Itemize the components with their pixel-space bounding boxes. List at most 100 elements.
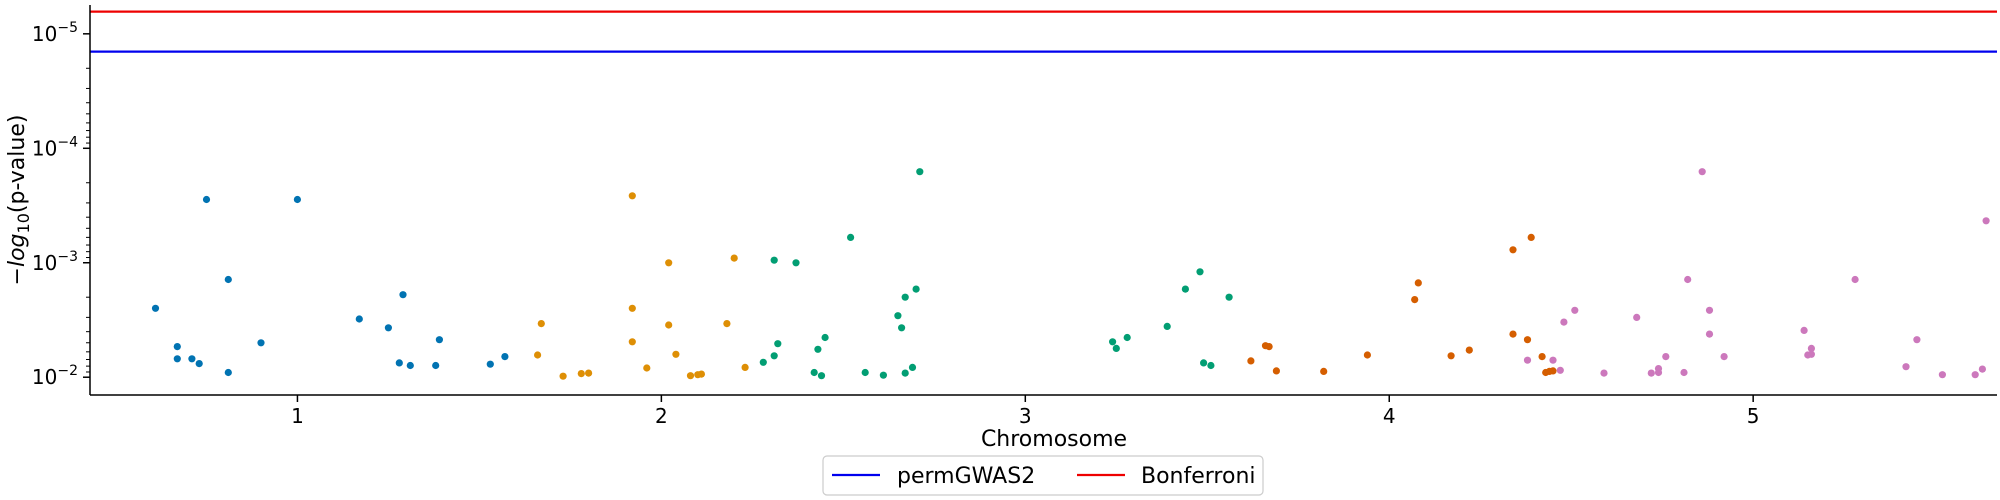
data-point [1109,338,1117,346]
x-tick-label: 3 [1019,404,1032,428]
data-point [1112,344,1120,352]
data-point [912,285,920,293]
data-point [151,304,160,312]
data-point [1523,336,1532,344]
y-tick-label: 10−2 [32,363,78,389]
data-point [628,192,636,200]
data-point [577,370,585,378]
y-tick-label: 10−4 [32,134,78,160]
data-point [585,369,593,377]
x-tick-label: 1 [291,404,304,428]
data-point [1982,217,1990,225]
data-point [1447,352,1455,360]
y-axis-title-log: log [5,233,30,267]
data-point [901,369,909,377]
y-axis-ticks: 10−5 10−4 10−3 10−2 [32,20,90,389]
plot-area [90,10,1997,380]
data-point [384,324,392,332]
data-point [723,320,731,328]
data-point [1698,168,1706,176]
data-point [202,195,211,204]
data-point [1913,336,1921,344]
data-point [898,324,906,332]
data-point [1684,275,1692,284]
data-point [1938,371,1946,379]
data-point [1556,366,1564,374]
data-point [665,259,673,267]
data-points [151,168,1990,380]
data-point [1571,306,1579,314]
data-point [1807,344,1815,352]
data-point [293,195,301,204]
data-point [1560,318,1568,326]
data-point [628,304,636,312]
data-point [1705,330,1714,338]
data-point [1654,365,1663,373]
threshold-lines [90,10,1997,53]
data-point [1181,285,1189,293]
data-point [792,259,800,267]
data-point [1320,367,1328,375]
data-point [173,355,181,363]
data-point [1600,369,1608,377]
x-axis-title: Chromosome [981,427,1127,452]
data-point [1523,356,1532,364]
data-point [1549,367,1557,375]
data-point [1807,350,1815,358]
data-point [672,350,680,358]
legend-label-bonferroni: Bonferroni [1141,464,1256,489]
data-point [861,368,869,377]
data-point [1633,313,1641,321]
data-point [894,312,902,320]
data-point [814,345,822,353]
y-tick-label: 10−5 [32,20,78,46]
data-point [697,370,706,378]
data-point [1272,367,1280,375]
data-point [1411,296,1419,304]
x-tick-label: 2 [655,404,668,428]
legend-label-permgwas2: permGWAS2 [897,464,1035,489]
data-point [1363,351,1371,359]
x-tick-label: 5 [1747,404,1760,428]
data-point [257,339,265,347]
x-axis-ticks: 1 2 3 4 5 [291,395,1760,428]
data-point [432,361,440,370]
y-axis-title: −log10(p-value) [5,115,33,286]
data-point [534,351,542,359]
data-point [879,371,888,379]
x-tick-label: 4 [1383,404,1396,428]
data-point [1549,356,1557,364]
data-point [628,338,636,346]
y-axis-title-suffix: (p-value) [5,115,30,214]
data-point [686,372,695,380]
data-point [195,360,203,368]
data-point [1225,293,1233,301]
data-point [1720,353,1728,361]
data-point [759,358,767,366]
data-point [1851,275,1859,284]
data-point [1680,368,1688,377]
data-point [188,355,196,363]
y-axis-title-subscript: 10 [14,213,33,233]
data-point [559,372,567,380]
data-point [399,291,407,299]
legend: permGWAS2 Bonferroni [822,455,1264,496]
data-point [355,315,363,323]
data-point [1509,246,1517,254]
data-point [1538,353,1546,361]
data-point [1465,346,1473,354]
series-chr3 [759,168,1233,380]
data-point [1123,333,1131,342]
data-point [1196,268,1204,276]
data-point [821,333,829,342]
data-point [1662,353,1670,361]
data-point [1902,363,1910,371]
data-point [1163,322,1171,330]
series-chr4 [1247,233,1557,377]
series-chr2 [534,192,749,380]
data-point [741,363,749,371]
data-point [1800,326,1808,334]
data-point [501,353,509,361]
legend-frame [822,455,1264,496]
